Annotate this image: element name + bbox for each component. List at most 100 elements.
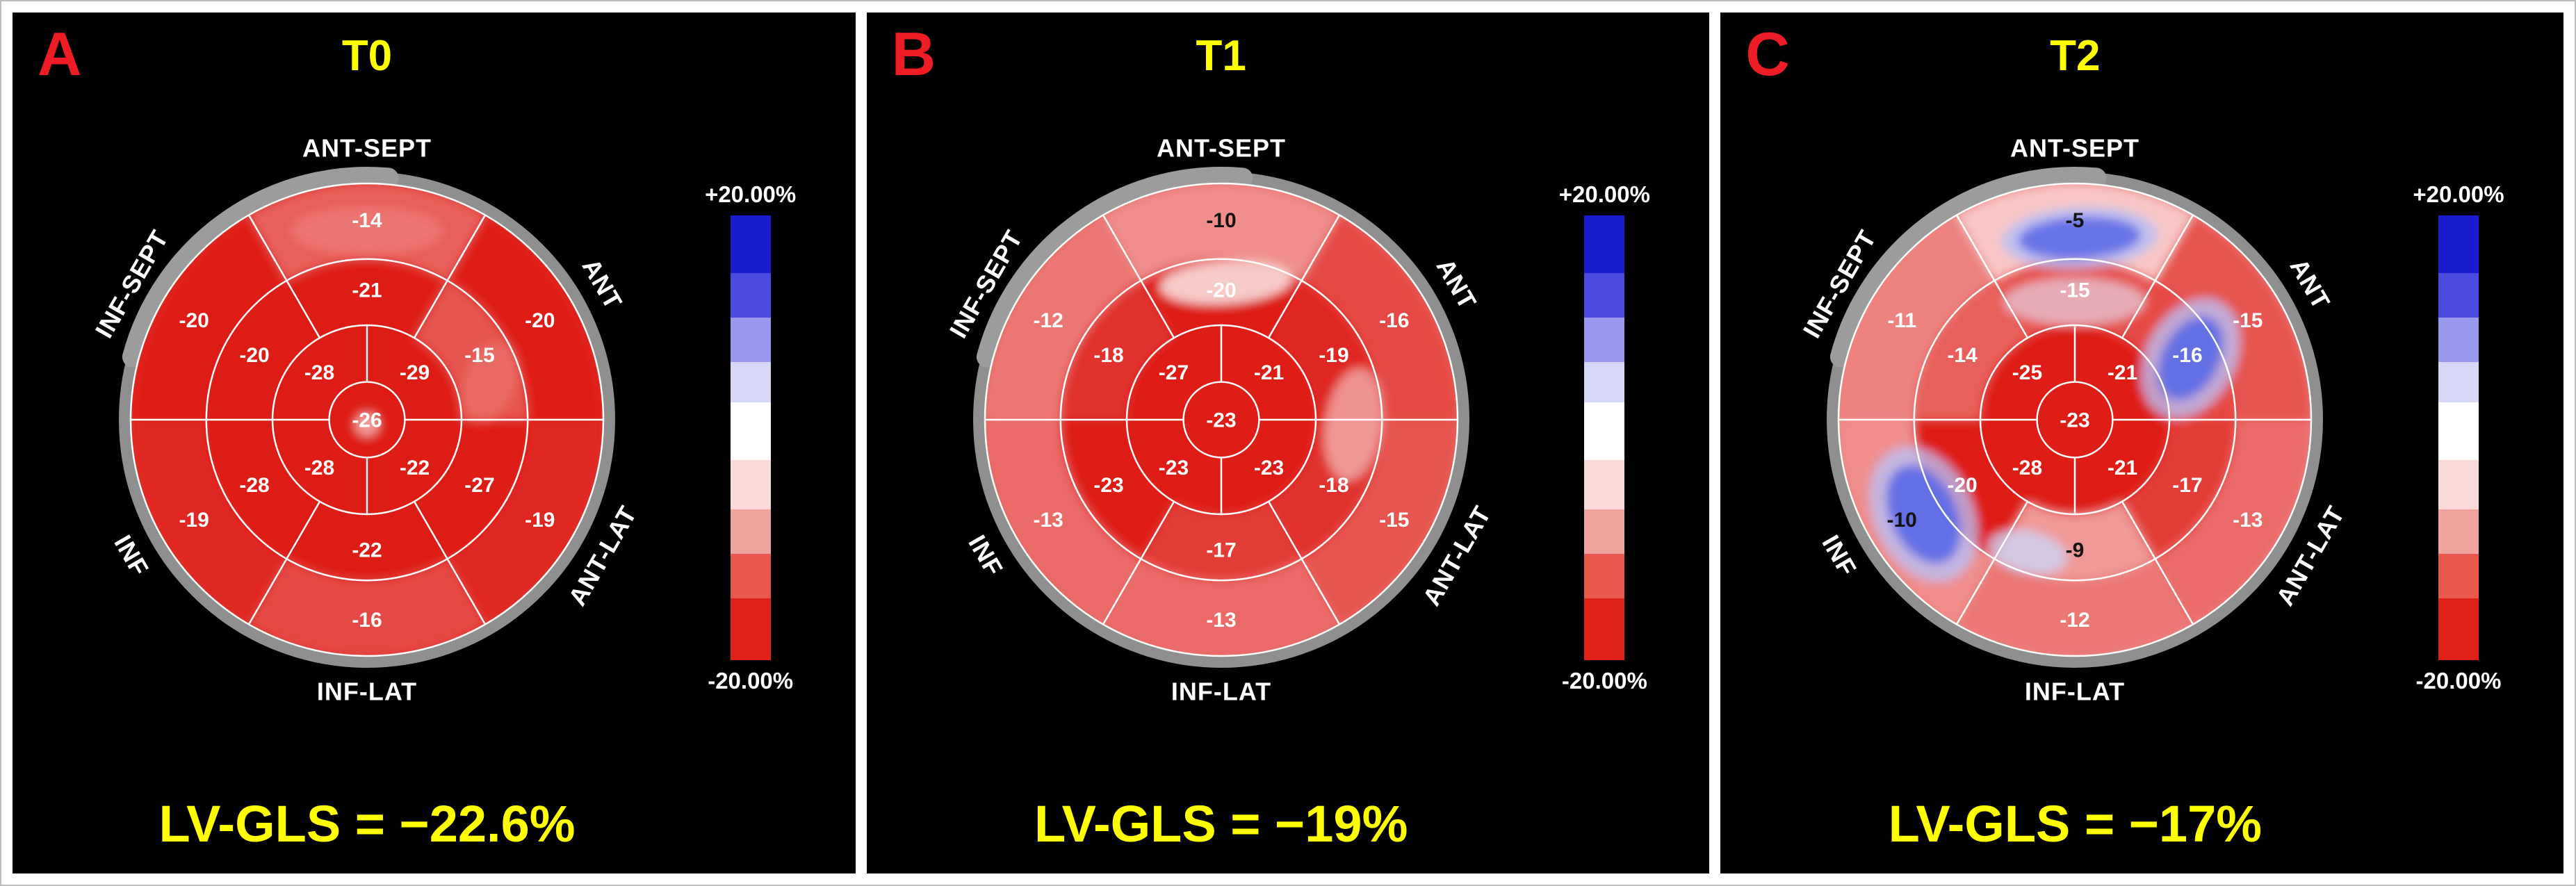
segment-value: -25 [2012,361,2042,384]
segment-value: -13 [1033,509,1063,532]
colorbar-band [1584,273,1625,318]
colorbar-band [1584,402,1625,461]
colorbar-max-label: +20.00% [2413,181,2504,207]
segment-value: -21 [1254,361,1284,384]
colorbar-band [2438,598,2479,661]
segment-grid [1838,182,2313,657]
segment-value: -16 [2173,344,2203,367]
colorbar: +20.00% -20.00% [692,181,810,694]
segment-value: -23 [2060,409,2090,432]
sector-label: ANT-SEPT [2010,134,2139,163]
colorbar-band [2438,318,2479,363]
segment-value: -20 [1948,474,1978,497]
segment-value: -11 [1888,309,1917,332]
gls-value: LV-GLS = −19% [1034,795,1408,853]
panel-t2: C T2 -5 -15 -15 -16 -13 -17 -12 -9 -10 -20 -11 -14-… [1720,13,2564,873]
panel-title: T2 [2050,32,2101,80]
segment-value: -10 [1887,509,1917,532]
colorbar-band [730,215,771,274]
colorbar: +20.00% -20.00% [2399,181,2518,694]
colorbar-band [1584,318,1625,363]
colorbar-band [730,460,771,509]
rim-arc [122,167,399,368]
segment-value: -19 [179,509,209,532]
segment-value: -19 [1319,344,1348,367]
colorbar-min-label: -20.00% [1561,668,1647,694]
colorbar-band [2438,215,2479,274]
segment-value: -17 [1206,539,1236,562]
segment-value: -16 [1379,309,1409,332]
colorbar-band [1584,215,1625,274]
gls-value: LV-GLS = −17% [1888,795,2263,853]
bullseye-map: -10 -20 -16 -19 -15 -18 -13 -17 -13 -23 -12 -18 -21 -… [943,134,1496,706]
colorbar-gradient [1584,215,1625,661]
panel-t0: A T0 -14 -21 -20 -15 -19 -27 -16 -22 -19 -28 -20 -2… [13,13,856,873]
rim-arc [1830,167,2107,368]
segment-value: -28 [239,474,269,497]
segment-value: -13 [2233,509,2263,532]
segment-value: -28 [2012,457,2042,479]
bullseye-map: -5 -15 -15 -16 -13 -17 -12 -9 -10 -20 -11 -14 -21 -21… [1798,134,2350,706]
segment-value: -15 [1379,509,1409,532]
segment-value: -12 [2060,609,2090,632]
segment-value: -20 [179,309,209,332]
segment-value: -28 [304,457,334,479]
segment-value: -21 [2108,457,2137,479]
segment-value: -27 [1158,361,1188,384]
segment-value: -20 [525,309,555,332]
sector-label: INF-LAT [2025,678,2125,706]
segment-value: -27 [464,474,494,497]
colorbar-gradient [730,215,771,661]
colorbar-band [730,553,771,598]
colorbar-band [2438,362,2479,403]
segment-value: -13 [1206,609,1236,632]
segment-value: -21 [2108,361,2137,384]
segment-value: -22 [400,457,430,479]
panel-letter: C [1745,19,1790,88]
strain-color-field [131,183,603,656]
colorbar-band [730,318,771,363]
colorbar-max-label: +20.00% [705,181,797,207]
rim-arc [976,167,1253,368]
gls-value: LV-GLS = −22.6% [158,795,576,853]
segment-value: -10 [1206,209,1236,232]
segment-value: -14 [352,209,382,232]
segment-value: -12 [1033,309,1063,332]
sector-label: INF [1817,530,1863,581]
colorbar-min-label: -20.00% [2415,668,2502,694]
segment-value: -20 [239,344,269,367]
strain-color-field [984,183,1458,656]
sector-label: ANT-SEPT [1157,134,1286,163]
colorbar-band [730,598,771,661]
colorbar-band [2438,553,2479,598]
colorbar-band [2438,460,2479,509]
segment-value: -5 [2066,209,2085,232]
segment-value: -15 [2060,279,2090,302]
strain-color-field [1839,183,2312,656]
segment-value: -16 [352,609,382,632]
sector-label: INF [963,530,1009,581]
segment-value: -26 [352,409,382,432]
bullseye-map: -14 -21 -20 -15 -19 -27 -16 -22 -19 -28 -20 -20 -29 -… [90,134,642,706]
segment-value: -23 [1158,457,1188,479]
segment-value: -28 [304,361,334,384]
colorbar-band [730,273,771,318]
colorbar: +20.00% -20.00% [1545,181,1663,694]
segment-value: -23 [1206,409,1236,432]
segment-value: -29 [400,361,430,384]
segment-value: -15 [464,344,494,367]
segment-value: -18 [1319,474,1348,497]
colorbar-band [730,402,771,461]
segment-value: -14 [1948,344,1978,367]
colorbar-band [1584,553,1625,598]
panel-t1: B T1 -10 -20 -16 -19 -15 -18 -13 -17 -13 -23 -12 -1… [866,13,1710,873]
segment-grid [129,182,605,657]
panel-letter: B [891,19,936,88]
colorbar-band [1584,509,1625,554]
segment-value: -22 [352,539,382,562]
segment-grid [984,182,1458,657]
sector-label: ANT-SEPT [302,134,432,163]
colorbar-band [2438,402,2479,461]
panel-title: T0 [341,32,393,80]
